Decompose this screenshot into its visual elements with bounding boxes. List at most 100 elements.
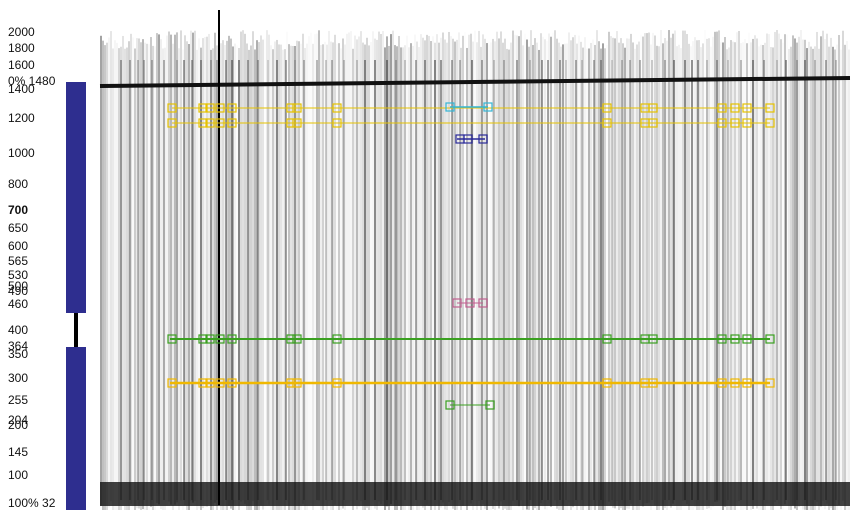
lane-stripe (148, 44, 150, 510)
lane-stripe (774, 32, 776, 502)
lane-stripe (346, 34, 348, 504)
lane-stripe (536, 43, 538, 510)
lane-stripe (260, 35, 262, 505)
lane-stripe (626, 38, 628, 508)
lane-stripe (110, 31, 112, 501)
lane-stripe (704, 30, 706, 500)
lane-stripe (682, 31, 684, 501)
lane-dark (796, 60, 798, 500)
lane-stripe (846, 41, 848, 510)
lane-stripe (768, 34, 770, 504)
lane-stripe (252, 31, 254, 501)
lane-stripe (514, 35, 516, 505)
lane-stripe (478, 31, 480, 501)
lane-stripe (352, 49, 354, 510)
lane-stripe (668, 30, 670, 500)
gel-view: 2000180016000% 1480140012001000800700650… (0, 0, 863, 510)
lane-stripe (186, 41, 188, 510)
lane-stripe (632, 42, 634, 510)
ladder-label: 565 (8, 254, 28, 268)
ladder-label: 800 (8, 177, 28, 191)
lane-stripe (390, 34, 392, 504)
lane-stripe (170, 35, 172, 505)
ladder-label: 400 (8, 323, 28, 337)
lane-dark (565, 60, 567, 500)
lane-dark (451, 60, 453, 500)
range-bar (66, 82, 86, 313)
lane-dark (621, 60, 623, 500)
lane-stripe (710, 47, 712, 510)
lane-dark (529, 60, 531, 500)
lane-stripe (772, 47, 774, 510)
lane-stripe (822, 31, 824, 501)
lane-stripe (378, 32, 380, 502)
lane-stripe (562, 44, 564, 510)
lane-stripe (748, 33, 750, 503)
lane-dark (238, 60, 240, 500)
lane-dark (541, 60, 543, 500)
lane-stripe (798, 37, 800, 507)
lane-stripe (568, 32, 570, 502)
lane-stripe (212, 48, 214, 510)
ladder-label: 350 (8, 347, 28, 361)
lane-dark (503, 60, 505, 500)
gel-lanes (100, 10, 850, 510)
lane-stripe (126, 48, 128, 510)
lane-stripe (156, 33, 158, 503)
lane-stripe (428, 36, 430, 506)
lane-stripe (408, 47, 410, 510)
lane-stripe (686, 34, 688, 504)
lane-stripe (236, 45, 238, 510)
lane-stripe (468, 35, 470, 505)
lane-dark (706, 60, 708, 500)
lane-dark (257, 60, 259, 500)
lane-stripe (758, 46, 760, 510)
lane-dark (343, 60, 345, 500)
ladder-label: 1200 (8, 111, 35, 125)
lane-stripe (810, 47, 812, 510)
lane-dark (547, 60, 549, 500)
lane-dark (516, 60, 518, 500)
lane-stripe (618, 43, 620, 510)
lane-dark (225, 60, 227, 500)
lane-stripe (524, 34, 526, 504)
lane-dark (785, 60, 787, 500)
lane-stripe (680, 48, 682, 510)
lane-stripe (178, 48, 180, 510)
lane-stripe (336, 44, 338, 510)
lane-stripe (328, 31, 330, 501)
ladder-label: 600 (8, 239, 28, 253)
lane-dark (316, 60, 318, 500)
lane-stripe (240, 32, 242, 502)
lane-stripe (802, 40, 804, 510)
lane-dark (481, 60, 483, 500)
lane-stripe (180, 30, 182, 500)
lane-stripe (320, 45, 322, 510)
lane-stripe (278, 44, 280, 510)
lane-stripe (790, 47, 792, 510)
lane-stripe (812, 49, 814, 510)
lane-stripe (476, 42, 478, 510)
lane-stripe (794, 38, 796, 508)
lane-stripe (446, 43, 448, 510)
lane-stripe (146, 44, 148, 510)
lane-stripe (280, 45, 282, 510)
lane-dark (575, 60, 577, 500)
lane-stripe (436, 34, 438, 504)
lane-stripe (842, 31, 844, 501)
lane-dark (231, 60, 233, 500)
lane-stripe (376, 40, 378, 510)
lane-stripe (296, 41, 298, 510)
lane-stripe (254, 49, 256, 510)
ladder-label: 100 (8, 468, 28, 482)
lane-dark (276, 60, 278, 500)
lane-stripe (534, 38, 536, 508)
lane-dark (471, 60, 473, 500)
lane-stripe (590, 43, 592, 510)
lane-stripe (402, 47, 404, 510)
ladder-label: 650 (8, 221, 28, 235)
lane-stripe (634, 49, 636, 510)
lane-dark (740, 60, 742, 500)
ladder-label: 255 (8, 393, 28, 407)
lane-stripe (736, 32, 738, 502)
